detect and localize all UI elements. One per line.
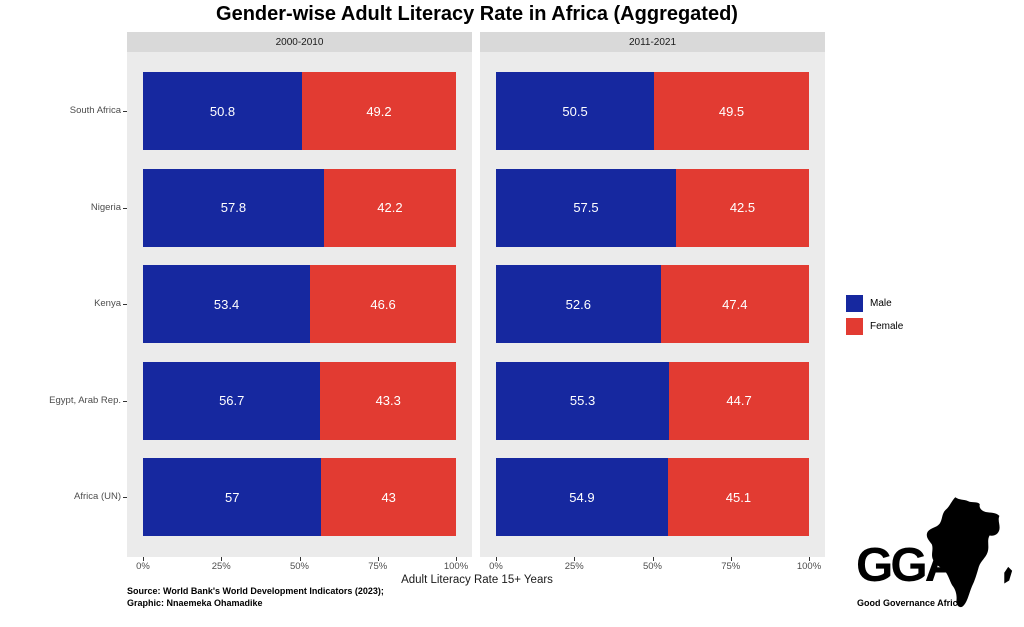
bar-segment-female: 46.6 <box>310 265 456 343</box>
bar-segment-female: 42.2 <box>323 168 456 247</box>
x-axis-tick-label: 50% <box>289 561 309 572</box>
chart-title: Gender-wise Adult Literacy Rate in Afric… <box>216 3 738 25</box>
bar-segment-male: 54.9 <box>496 458 668 536</box>
y-axis-label: Kenya <box>94 298 121 309</box>
x-axis-title: Adult Literacy Rate 15+ Years <box>401 574 553 586</box>
legend-label-female: Female <box>870 321 904 332</box>
bar-segment-female: 49.5 <box>654 72 809 150</box>
female-color-swatch <box>846 318 863 335</box>
x-axis-tick-label: 100% <box>796 561 822 572</box>
x-axis-tick <box>652 557 654 561</box>
x-axis-tick-label: 25% <box>564 561 584 572</box>
x-axis-tick-label: 0% <box>136 561 150 572</box>
legend-item-male: Male <box>846 292 903 315</box>
logo-wordmark: GGA. <box>856 539 970 592</box>
x-axis-tick-label: 0% <box>489 561 503 572</box>
y-axis-label: Nigeria <box>90 201 121 213</box>
y-axis-label: South Africa <box>69 105 121 116</box>
bar-segment-female: 47.4 <box>660 265 809 343</box>
x-axis-tick <box>377 557 379 561</box>
y-axis-tick <box>123 111 127 112</box>
x-axis-tick <box>299 557 301 561</box>
bar-segment-female: 42.5 <box>675 168 809 247</box>
legend: Male Female <box>846 292 903 338</box>
africa-silhouette-icon <box>926 497 1013 608</box>
bar-segment-male: 57.5 <box>496 168 676 247</box>
gga-logo: GGA. Good Governance Africa <box>856 490 1018 622</box>
bar-segment-male: 50.5 <box>496 72 655 150</box>
male-color-swatch <box>846 295 863 312</box>
x-axis-tick <box>456 557 457 561</box>
x-axis-tick-label: 25% <box>211 561 231 572</box>
bar-segment-male: 50.8 <box>143 72 302 150</box>
bar-segment-male: 56.7 <box>143 361 321 440</box>
y-axis-tick <box>123 497 127 498</box>
x-axis-tick-label: 75% <box>721 561 741 572</box>
x-axis-tick-label: 100% <box>443 561 469 572</box>
x-axis-tick <box>574 557 576 561</box>
x-axis-tick <box>496 557 497 561</box>
logo-tagline: Good Governance Africa <box>857 598 963 608</box>
facet-strip: 2000-2010 <box>127 32 472 52</box>
caption-source: Source: World Bank's World Development I… <box>127 586 384 596</box>
x-axis-tick <box>221 557 223 561</box>
y-axis-tick <box>123 400 127 402</box>
bar-segment-female: 43.3 <box>320 361 456 440</box>
bar-segment-male: 53.4 <box>143 265 311 343</box>
bar-segment-male: 57.8 <box>143 168 324 247</box>
bar-segment-male: 55.3 <box>496 361 670 440</box>
caption: Source: World Bank's World Development I… <box>127 585 384 609</box>
bar-segment-male: 57 <box>143 458 322 536</box>
legend-item-female: Female <box>846 315 903 338</box>
x-axis-tick <box>809 557 810 561</box>
bar-segment-female: 49.2 <box>302 72 456 150</box>
caption-graphic: Graphic: Nnaemeka Ohamadike <box>127 598 263 608</box>
bar-segment-female: 45.1 <box>667 458 809 536</box>
facet-strip: 2011-2021 <box>480 32 825 52</box>
x-axis-tick <box>730 557 732 561</box>
bar-segment-male: 52.6 <box>496 265 661 343</box>
x-axis-tick-label: 75% <box>368 561 388 572</box>
bar-segment-female: 44.7 <box>669 361 809 440</box>
x-axis-tick-label: 50% <box>642 561 662 572</box>
y-axis-tick <box>123 207 127 209</box>
legend-label-male: Male <box>870 298 892 309</box>
bar-segment-female: 43 <box>321 458 456 536</box>
x-axis-tick <box>143 557 144 561</box>
y-axis-label: Egypt, Arab Rep. <box>49 394 121 406</box>
y-axis-tick <box>123 304 127 305</box>
y-axis-label: Africa (UN) <box>74 491 121 502</box>
